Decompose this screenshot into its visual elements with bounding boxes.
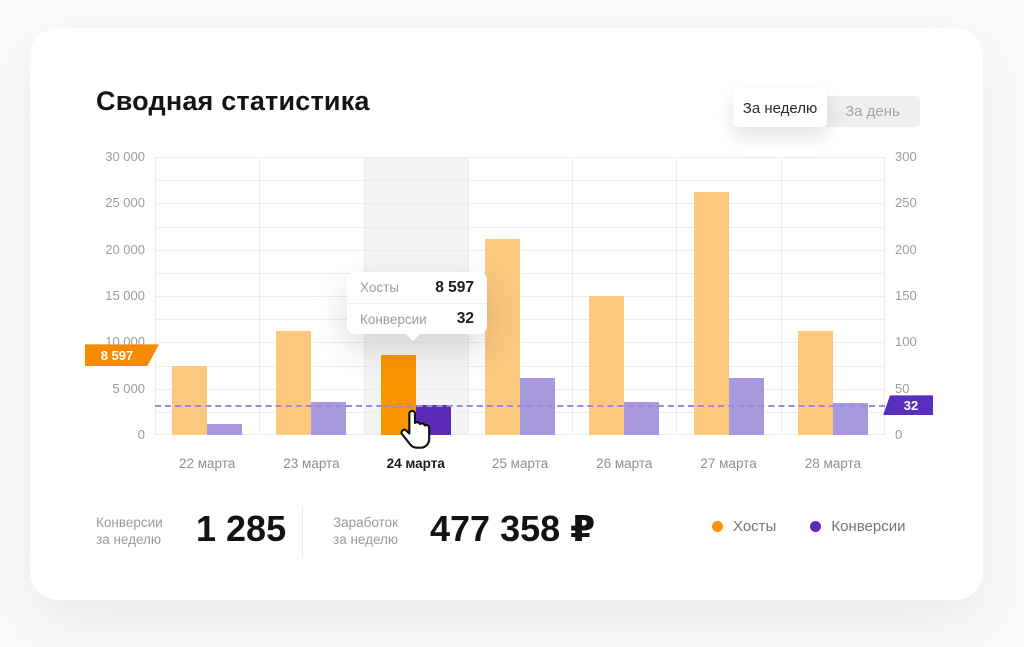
earnings-week-label: Заработок за неделю <box>333 515 399 547</box>
conversions-week-value: 1 285 <box>196 508 287 549</box>
toggle-week-button[interactable]: За неделю <box>733 89 827 127</box>
x-axis-label: 28 марта <box>804 456 861 471</box>
x-axis-label: 26 марта <box>596 456 653 471</box>
x-axis-label: 22 марта <box>178 456 236 471</box>
tooltip-row-conversions: Конверсии 32 <box>347 303 487 334</box>
bar-hosts[interactable] <box>589 296 625 435</box>
gridline-horizontal <box>155 180 885 181</box>
legend-item-conversions[interactable]: Конверсии <box>810 518 905 535</box>
gridline-vertical <box>884 157 885 435</box>
y-axis-left-label: 30 000 <box>105 149 145 164</box>
tooltip-row-hosts: Хосты 8 597 <box>347 272 487 303</box>
gridline-vertical <box>259 157 260 435</box>
bar-hosts[interactable] <box>276 331 312 435</box>
gridline-horizontal <box>155 273 885 274</box>
plot-area <box>155 157 885 435</box>
x-axis-label: 27 марта <box>700 456 757 471</box>
gridline-vertical <box>781 157 782 435</box>
x-axis-label: 25 марта <box>491 456 549 471</box>
hosts-current-value-flag: 8 597 <box>85 344 159 367</box>
conversions-week-label: Конверсии за неделю <box>96 515 163 547</box>
chart-tooltip: Хосты 8 597 Конверсии 32 <box>347 272 487 341</box>
y-axis-right-label: 50 <box>895 380 910 396</box>
bar-hosts[interactable] <box>797 331 833 435</box>
tooltip-label: Хосты <box>360 280 399 295</box>
gridline-horizontal <box>155 342 885 343</box>
gridline-horizontal <box>155 366 885 367</box>
bar-conversions[interactable] <box>832 402 868 435</box>
bar-conversions[interactable] <box>207 423 243 435</box>
gridline-horizontal <box>155 319 885 320</box>
period-toggle: За неделю За день <box>733 89 920 127</box>
gridline-vertical <box>572 157 573 435</box>
y-axis-right-label: 100 <box>895 334 917 350</box>
gridline-horizontal <box>155 157 885 158</box>
y-axis-right-label: 250 <box>895 195 917 211</box>
y-axis-right-label: 150 <box>895 288 917 303</box>
gridline-horizontal <box>155 296 885 297</box>
bar-hosts[interactable] <box>485 238 520 435</box>
y-axis-left-label: 20 000 <box>105 241 145 257</box>
y-axis-right-label: 200 <box>895 241 917 257</box>
gridline-horizontal <box>155 203 885 204</box>
y-axis-right-label: 300 <box>895 149 917 164</box>
gridline-horizontal <box>155 227 885 228</box>
y-axis-right-label: 0 <box>895 427 903 442</box>
stats-divider <box>302 506 303 558</box>
gridline-vertical <box>676 157 677 435</box>
legend-item-hosts[interactable]: Хосты <box>712 518 776 535</box>
tooltip-label: Конверсии <box>360 311 427 327</box>
bar-hosts[interactable] <box>693 192 729 435</box>
conversions-current-value-flag: 32 <box>883 395 933 416</box>
chart-legend: Хосты Конверсии <box>712 518 905 535</box>
x-axis-label: 23 марта <box>283 456 340 471</box>
gridline-horizontal <box>155 250 885 251</box>
y-axis-left-label: 25 000 <box>105 195 145 211</box>
summary-statistics-card: Сводная статистика За неделю За день 8 5… <box>30 28 983 600</box>
page-title: Сводная статистика <box>96 86 370 116</box>
bar-hosts[interactable] <box>172 366 208 435</box>
hosts-dot-icon <box>712 521 723 532</box>
hand-cursor-icon <box>398 409 432 456</box>
y-axis-left-label: 5 000 <box>112 380 145 396</box>
gridline-vertical <box>155 157 156 435</box>
y-axis-left-label: 0 <box>137 427 145 442</box>
dashed-reference-line <box>155 405 885 408</box>
toggle-day-button[interactable]: За день <box>845 103 900 120</box>
earnings-week-value: 477 358 ₽ <box>430 508 596 549</box>
y-axis-left-label: 15 000 <box>105 288 145 303</box>
tooltip-value: 8 597 <box>435 278 474 296</box>
conversions-dot-icon <box>810 521 822 532</box>
tooltip-value: 32 <box>456 310 474 327</box>
x-axis-label: 24 марта <box>386 456 445 471</box>
